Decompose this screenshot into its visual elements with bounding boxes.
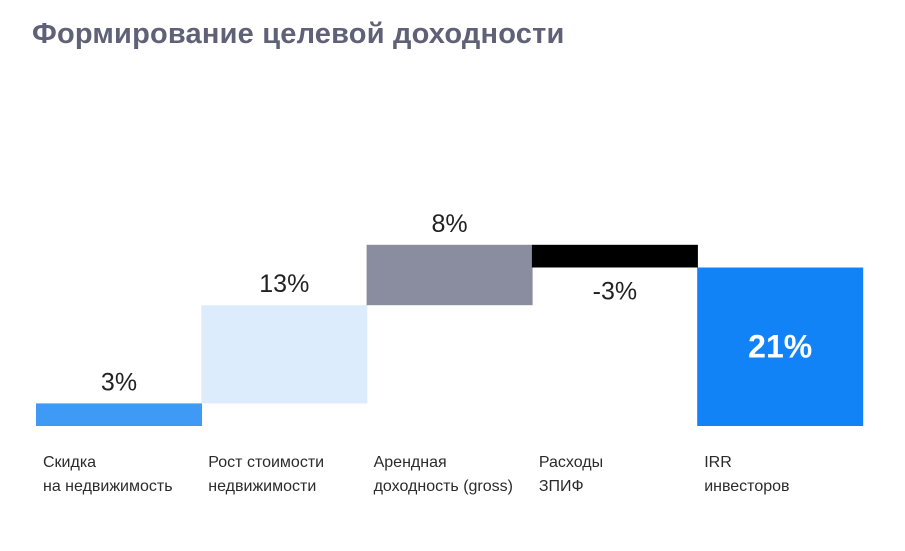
bar-рост-стоимости [201, 305, 368, 404]
category-label-line: Арендная [373, 454, 447, 471]
bar-irr [697, 267, 864, 426]
value-label-расходы: -3% [593, 278, 637, 306]
category-label-line: инвесторов [704, 478, 790, 495]
category-label-скидка: Скидка на недвижимость [43, 451, 173, 499]
category-label-line: на недвижимость [43, 478, 173, 495]
category-label-irr: IRR инвесторов [704, 451, 789, 499]
category-label-line: IRR [704, 454, 732, 471]
category-label-line: Рост стоимости [208, 454, 325, 471]
category-label-line: Расходы [538, 454, 604, 471]
category-label-расходы: Расходы ЗПИФ [539, 451, 603, 499]
value-label-арендная: 8% [432, 210, 468, 238]
category-label-line: ЗПИФ [538, 478, 584, 495]
category-label-рост-стоимости: Рост стоимости недвижимости [208, 451, 324, 499]
bar-скидка [36, 403, 202, 426]
value-label-irr: 21% [748, 329, 812, 365]
category-label-line: Скидка [43, 454, 97, 471]
chart-title: Формирование целевой доходности [32, 18, 565, 50]
value-label-скидка: 3% [101, 368, 137, 396]
category-label-line: доходность (gross) [373, 478, 513, 495]
bar-расходы [531, 244, 698, 268]
bar-арендная [366, 244, 533, 306]
value-label-рост-стоимости: 13% [259, 270, 309, 298]
category-label-арендная: Арендная доходность (gross) [374, 451, 513, 499]
category-label-line: недвижимости [208, 478, 317, 495]
